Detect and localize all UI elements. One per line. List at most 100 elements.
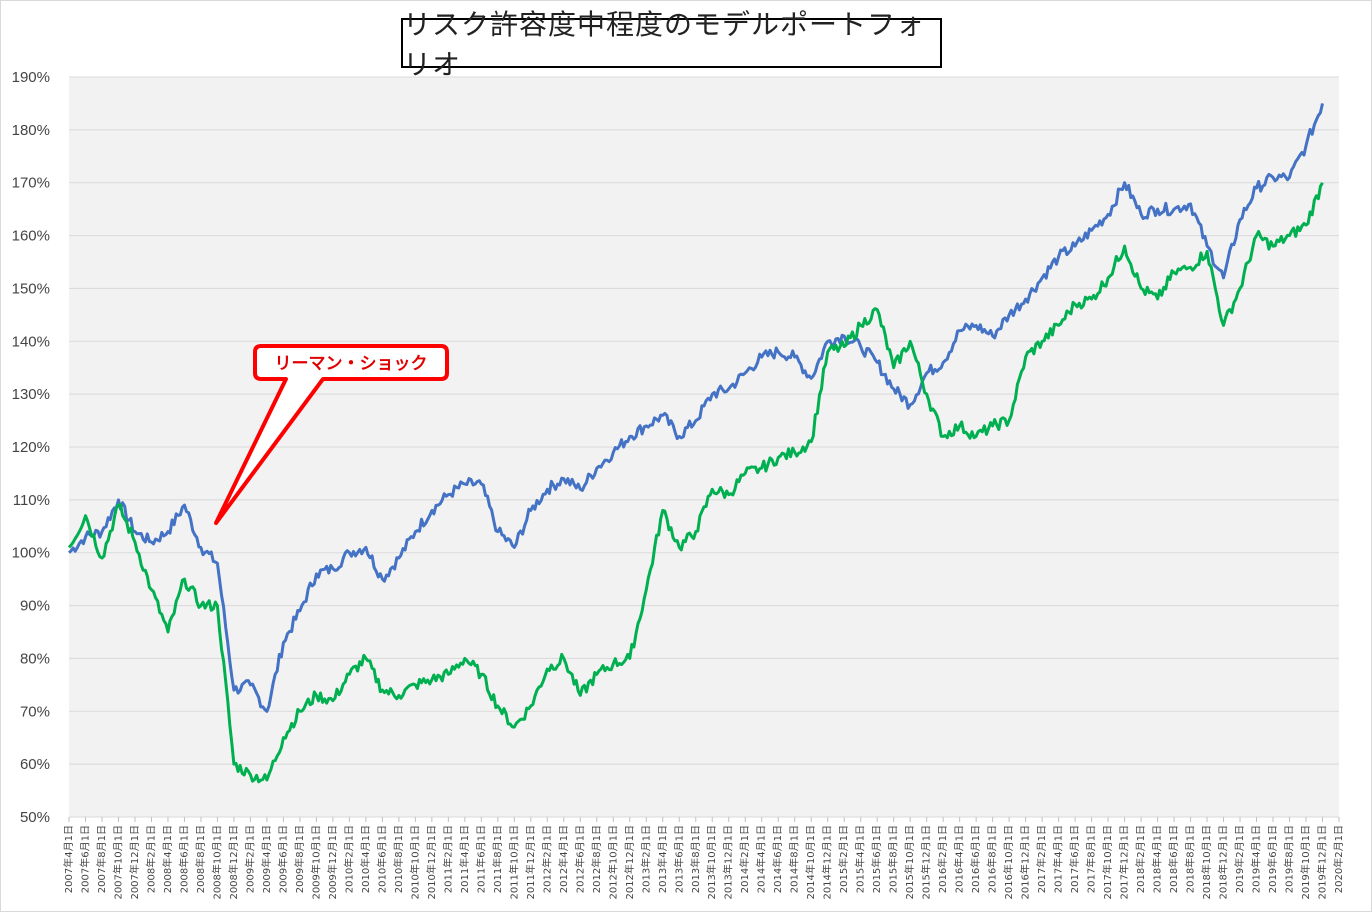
- x-tick-label: 2019年12月1日: [1316, 825, 1329, 900]
- x-tick-label: 2018年10月1日: [1200, 825, 1213, 900]
- x-tick-label: 2016年6月1日: [969, 825, 982, 893]
- x-tick-label: 2016年4月1日: [953, 825, 966, 893]
- x-tick-label: 2015年12月1日: [920, 825, 933, 900]
- x-tick-label: 2014年6月1日: [771, 825, 784, 893]
- series-lines: [67, 103, 1324, 784]
- x-tick-label: 2012年2月1日: [540, 825, 553, 893]
- y-tick-label: 50%: [20, 809, 50, 826]
- x-tick-label: 2009年6月1日: [276, 825, 289, 893]
- x-tick-label: 2010年6月1日: [375, 825, 388, 893]
- x-tick-label: 2018年12月1日: [1217, 825, 1230, 900]
- annotation-label: リーマン・ショック: [275, 354, 428, 374]
- x-tick-label: 2014年2月1日: [738, 825, 751, 893]
- x-tick-label: 2015年6月1日: [870, 825, 883, 893]
- x-tick-label: 2017年4月1日: [1052, 825, 1065, 893]
- x-tick-label: 2009年10月1日: [309, 825, 322, 900]
- x-tick-label: 2014年8月1日: [788, 825, 801, 893]
- x-tick-label: 2014年12月1日: [821, 825, 834, 900]
- y-tick-label: 130%: [12, 386, 50, 403]
- x-tick-label: 2007年8月1日: [95, 825, 108, 893]
- x-tick-label: 2017年6月1日: [1068, 825, 1081, 893]
- x-tick-label: 2007年12月1日: [128, 825, 141, 900]
- x-tick-label: 2011年6月1日: [474, 825, 487, 893]
- x-tick-label: 2009年2月1日: [243, 825, 256, 893]
- y-tick-label: 160%: [12, 228, 50, 245]
- x-tick-label: 2011年2月1日: [441, 825, 454, 893]
- series-line-2: [67, 181, 1324, 784]
- x-tick-label: 2013年12月1日: [722, 825, 735, 900]
- x-tick-label: 2011年4月1日: [458, 825, 471, 893]
- x-tick-label: 2019年8月1日: [1283, 825, 1296, 893]
- x-tick-label: 2013年10月1日: [705, 825, 718, 900]
- x-tick-label: 2017年12月1日: [1118, 825, 1131, 900]
- x-tick-label: 2017年8月1日: [1085, 825, 1098, 893]
- x-tick-label: 2020年2月1日: [1332, 825, 1345, 893]
- x-tick-label: 2012年8月1日: [590, 825, 603, 893]
- x-tick-label: 2010年12月1日: [425, 825, 438, 900]
- x-tick-label: 2019年2月1日: [1233, 825, 1246, 893]
- y-axis-ticks: 50% 60% 70% 80% 90% 100% 110% 120% 130% 140% 150% 1…: [12, 69, 50, 826]
- y-tick-label: 110%: [13, 492, 50, 509]
- x-tick-label: 2010年2月1日: [342, 825, 355, 893]
- x-tick-label: 2012年4月1日: [557, 825, 570, 893]
- x-tick-label: 2019年6月1日: [1266, 825, 1279, 893]
- x-tick-label: 2017年10月1日: [1101, 825, 1114, 900]
- y-tick-label: 70%: [20, 703, 50, 720]
- x-tick-label: 2018年6月1日: [1167, 825, 1180, 893]
- x-tick-label: 2019年10月1日: [1299, 825, 1312, 900]
- x-tick-label: 2011年12月1日: [524, 825, 537, 900]
- y-tick-label: 90%: [20, 598, 50, 615]
- x-tick-label: 2007年4月1日: [62, 825, 75, 893]
- x-tick-label: 2008年4月1日: [161, 825, 174, 893]
- x-tick-label: 2008年8月1日: [194, 825, 207, 893]
- callout-bubble: [214, 344, 449, 525]
- x-tick-label: 2018年8月1日: [1184, 825, 1197, 893]
- x-tick-label: 2016年8月1日: [986, 825, 999, 893]
- x-tick-label: 2011年10月1日: [507, 825, 520, 900]
- x-tick-label: 2008年10月1日: [210, 825, 223, 900]
- annotation-callout: リーマン・ショック: [214, 344, 449, 525]
- x-tick-label: 2018年2月1日: [1134, 825, 1147, 893]
- x-tick-label: 2012年6月1日: [573, 825, 586, 893]
- x-tick-label: 2018年4月1日: [1151, 825, 1164, 893]
- y-tick-label: 100%: [12, 545, 50, 562]
- y-tick-label: 60%: [20, 756, 50, 773]
- y-tick-label: 180%: [12, 122, 50, 139]
- x-tick-label: 2013年4月1日: [656, 825, 669, 893]
- x-tick-label: 2016年12月1日: [1019, 825, 1032, 900]
- x-tick-label: 2013年6月1日: [672, 825, 685, 893]
- y-tick-label: 140%: [12, 333, 50, 350]
- x-tick-label: 2007年6月1日: [78, 825, 91, 893]
- chart-title: リスク許容度中程度のモデルポートフォリオ: [401, 8, 942, 81]
- x-tick-label: 2008年6月1日: [177, 825, 190, 893]
- x-tick-label: 2016年2月1日: [936, 825, 949, 893]
- x-tick-label: 2017年2月1日: [1035, 825, 1048, 893]
- y-tick-label: 190%: [12, 69, 50, 86]
- x-tick-label: 2010年8月1日: [392, 825, 405, 893]
- x-tick-label: 2009年8月1日: [293, 825, 306, 893]
- x-tick-label: 2013年8月1日: [689, 825, 702, 893]
- x-tick-label: 2012年12月1日: [623, 825, 636, 900]
- x-tick-label: 2015年8月1日: [887, 825, 900, 893]
- x-tick-label: 2008年12月1日: [227, 825, 240, 900]
- x-tick-label: 2012年10月1日: [606, 825, 619, 900]
- x-tick-label: 2019年4月1日: [1250, 825, 1263, 893]
- y-tick-label: 170%: [12, 175, 50, 192]
- y-tick-label: 150%: [12, 280, 50, 297]
- x-tick-label: 2015年10月1日: [903, 825, 916, 900]
- x-tick-label: 2007年10月1日: [111, 825, 124, 900]
- x-tick-label: 2011年8月1日: [491, 825, 504, 893]
- x-tick-label: 2015年4月1日: [854, 825, 867, 893]
- x-tick-label: 2010年10月1日: [408, 825, 421, 900]
- series-line-1: [67, 103, 1324, 713]
- x-tick-label: 2014年10月1日: [804, 825, 817, 900]
- x-tick-label: 2010年4月1日: [359, 825, 372, 893]
- x-tick-label: 2009年12月1日: [326, 825, 339, 900]
- x-tick-label: 2013年2月1日: [639, 825, 652, 893]
- x-tick-label: 2008年2月1日: [144, 825, 157, 893]
- x-tick-label: 2015年2月1日: [837, 825, 850, 893]
- x-axis-ticks: 2007年4月1日 2007年6月1日 2007年8月1日 2007年10月1日 200…: [62, 817, 1345, 900]
- y-tick-label: 80%: [20, 650, 50, 667]
